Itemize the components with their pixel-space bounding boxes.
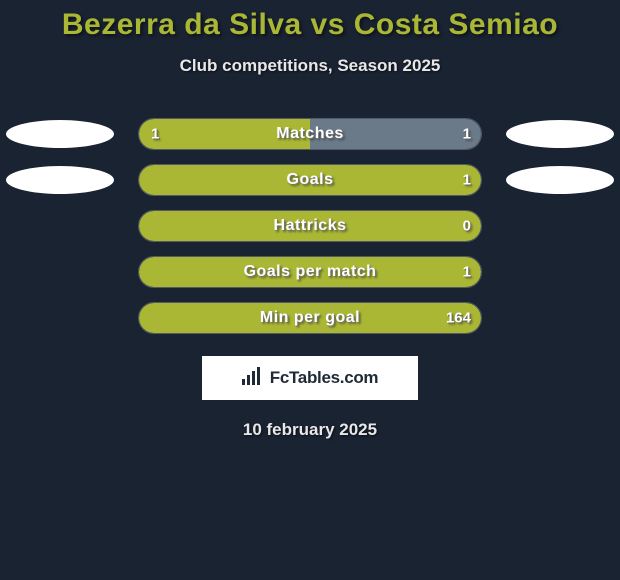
subtitle: Club competitions, Season 2025 bbox=[0, 56, 620, 76]
chart-bars-icon bbox=[242, 367, 264, 390]
date-label: 10 february 2025 bbox=[0, 420, 620, 440]
page-title: Bezerra da Silva vs Costa Semiao bbox=[0, 8, 620, 42]
stat-bar: Matches 1 1 bbox=[138, 118, 482, 150]
stat-value-right: 0 bbox=[463, 218, 471, 235]
stat-label: Matches bbox=[276, 125, 344, 143]
stat-row: Min per goal 164 bbox=[0, 302, 620, 334]
player-right-marker bbox=[506, 120, 614, 148]
stat-bar: Goals per match 1 bbox=[138, 256, 482, 288]
stat-value-right: 1 bbox=[463, 172, 471, 189]
stat-bar: Goals 1 bbox=[138, 164, 482, 196]
stat-label: Goals bbox=[287, 171, 334, 189]
stat-row: Goals 1 bbox=[0, 164, 620, 196]
player-left-marker bbox=[6, 166, 114, 194]
brand-badge[interactable]: FcTables.com bbox=[202, 356, 418, 400]
stat-value-right: 1 bbox=[463, 126, 471, 143]
stat-value-left: 1 bbox=[151, 126, 159, 143]
stat-row: Goals per match 1 bbox=[0, 256, 620, 288]
brand-label: FcTables.com bbox=[270, 368, 379, 388]
stat-label: Goals per match bbox=[244, 263, 377, 281]
stat-row: Matches 1 1 bbox=[0, 118, 620, 150]
stat-bar: Hattricks 0 bbox=[138, 210, 482, 242]
player-left-marker bbox=[6, 120, 114, 148]
player-right-marker bbox=[506, 166, 614, 194]
stat-value-right: 1 bbox=[463, 264, 471, 281]
stat-label: Min per goal bbox=[260, 309, 360, 327]
stat-row: Hattricks 0 bbox=[0, 210, 620, 242]
bars-container: Matches 1 1 Goals 1 Hattricks 0 Goals per match… bbox=[0, 118, 620, 334]
comparison-card: Bezerra da Silva vs Costa Semiao Club co… bbox=[0, 0, 620, 440]
stat-label: Hattricks bbox=[274, 217, 347, 235]
stat-value-right: 164 bbox=[446, 310, 471, 327]
stat-bar: Min per goal 164 bbox=[138, 302, 482, 334]
